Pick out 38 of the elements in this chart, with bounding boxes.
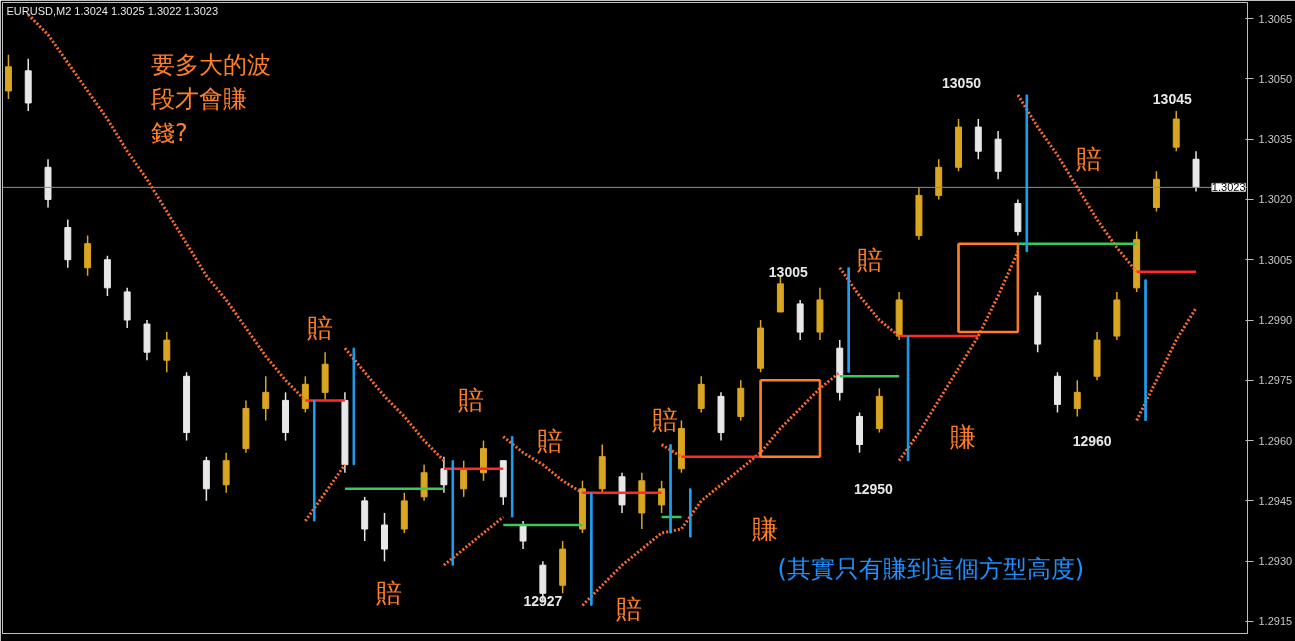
candlestick xyxy=(519,520,527,550)
candlestick xyxy=(460,459,468,498)
y-tick-label: 1.2930 xyxy=(1258,555,1293,568)
candlestick xyxy=(440,455,448,494)
y-tick-label: 1.2975 xyxy=(1258,374,1293,387)
candlestick xyxy=(163,331,171,374)
annotation: 賠 xyxy=(536,425,563,456)
annotation: 賠 xyxy=(457,385,484,416)
annotation: 賠 xyxy=(307,313,334,344)
annotation: 12927 xyxy=(523,593,563,610)
annotation: 賠 xyxy=(857,244,884,275)
annotation: 賠 xyxy=(376,578,403,609)
annotation: 要多大的波段才會賺錢? xyxy=(150,50,271,147)
y-tick-label: 1.3020 xyxy=(1258,193,1293,206)
annotation: 13005 xyxy=(768,263,808,280)
chart-title: EURUSD,M2 1.3024 1.3025 1.3022 1.3023 xyxy=(6,4,219,17)
annotation: 賺 xyxy=(751,514,778,544)
y-tick-label: 1.2990 xyxy=(1258,314,1293,327)
annotation: 賺 xyxy=(950,421,977,452)
candlestick xyxy=(262,375,270,422)
ref-line-label: 1.3023 xyxy=(1211,181,1246,194)
y-tick-label: 1.3035 xyxy=(1258,133,1293,146)
candlestick xyxy=(658,480,666,514)
y-tick-label: 1.2915 xyxy=(1258,615,1293,628)
annotation: 13050 xyxy=(942,74,982,91)
y-tick-label: 1.3005 xyxy=(1258,253,1293,266)
annotation: 12950 xyxy=(853,480,894,497)
y-tick-label: 1.3050 xyxy=(1258,72,1293,85)
annotation: 13045 xyxy=(1152,90,1192,107)
annotation: 12960 xyxy=(1072,432,1112,449)
annotation: 賠 xyxy=(651,405,678,436)
annotation: 賠 xyxy=(1076,144,1103,175)
y-tick-label: 1.3065 xyxy=(1258,12,1293,25)
annotation: (其實只有賺到這個方型高度) xyxy=(777,555,1085,584)
y-tick-label: 1.2960 xyxy=(1258,434,1293,447)
y-tick-label: 1.2945 xyxy=(1258,494,1293,507)
candlestick xyxy=(1073,379,1081,418)
annotation: 賠 xyxy=(615,594,642,625)
